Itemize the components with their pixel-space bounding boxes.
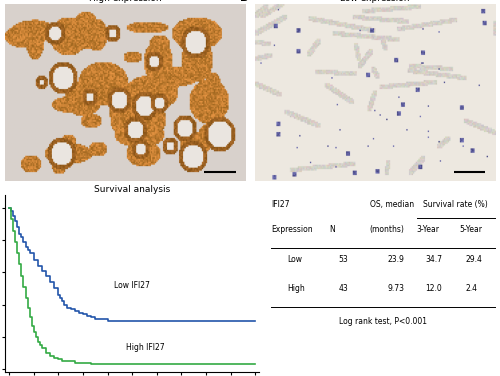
Text: Log rank test, P<0.001: Log rank test, P<0.001 (339, 317, 427, 326)
Text: (months): (months) (370, 225, 404, 234)
Text: 29.4: 29.4 (466, 255, 483, 264)
Text: 43: 43 (338, 284, 348, 293)
Text: 23.9: 23.9 (388, 255, 404, 264)
Text: 5-Year: 5-Year (459, 225, 482, 234)
Text: High IFI27: High IFI27 (126, 344, 164, 352)
Text: 53: 53 (338, 255, 348, 264)
Text: Survival rate (%): Survival rate (%) (424, 200, 488, 209)
Text: N: N (330, 225, 335, 234)
Text: 34.7: 34.7 (426, 255, 442, 264)
Text: 12.0: 12.0 (426, 284, 442, 293)
Text: IFI27: IFI27 (271, 200, 289, 209)
Text: High: High (287, 284, 304, 293)
Text: Low: Low (287, 255, 302, 264)
Title: Survival analysis: Survival analysis (94, 185, 170, 194)
Text: 9.73: 9.73 (388, 284, 404, 293)
Text: Expression: Expression (271, 225, 313, 234)
Title: High expression: High expression (89, 0, 162, 3)
Text: Low IFI27: Low IFI27 (114, 282, 150, 291)
Text: 3-Year: 3-Year (416, 225, 440, 234)
Text: OS, median: OS, median (370, 200, 414, 209)
Title: Low expression: Low expression (340, 0, 409, 3)
Text: B: B (240, 0, 249, 3)
Text: 2.4: 2.4 (466, 284, 478, 293)
